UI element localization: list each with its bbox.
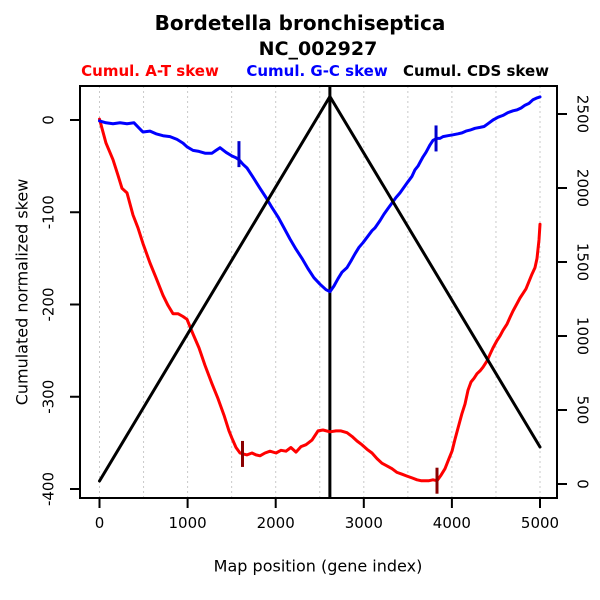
- x-tick-label: 5000: [521, 514, 559, 532]
- x-tick-label: 0: [95, 514, 105, 532]
- y-right-tick-label: 2500: [574, 95, 592, 133]
- y-right-tick-label: 500: [574, 396, 592, 425]
- y-left-tick-label: -200: [40, 287, 58, 321]
- y-right-tick-label: 2000: [574, 169, 592, 207]
- y-left-tick-label: -100: [40, 195, 58, 229]
- x-tick-label: 1000: [169, 514, 207, 532]
- series-cumul-cds-skew: [98, 95, 542, 483]
- plot-frame: [79, 85, 558, 499]
- x-tick-label: 2000: [257, 514, 295, 532]
- chart-subtitle: NC_002927: [258, 38, 378, 60]
- y-right-tick-label: 1000: [574, 317, 592, 355]
- x-tick-label: 4000: [433, 514, 471, 532]
- legend-gc-skew: Cumul. G-C skew: [246, 62, 388, 80]
- chart-title: Bordetella bronchiseptica: [154, 11, 446, 35]
- series-cumul-a-t-skew: [98, 117, 542, 483]
- y-left-tick-label: -300: [40, 380, 58, 414]
- legend-cds-skew: Cumul. CDS skew: [402, 62, 550, 80]
- y-right-tick-label: 1500: [574, 243, 592, 281]
- y-right-tick-label: 0: [574, 479, 592, 489]
- x-axis-label: Map position (gene index): [213, 556, 423, 576]
- y-left-tick-label: 0: [40, 115, 58, 125]
- series-cumul-g-c-skew: [98, 95, 542, 294]
- y-left-tick-label: -400: [40, 472, 58, 506]
- x-tick-label: 3000: [345, 514, 383, 532]
- legend-at-skew: Cumul. A-T skew: [81, 62, 219, 80]
